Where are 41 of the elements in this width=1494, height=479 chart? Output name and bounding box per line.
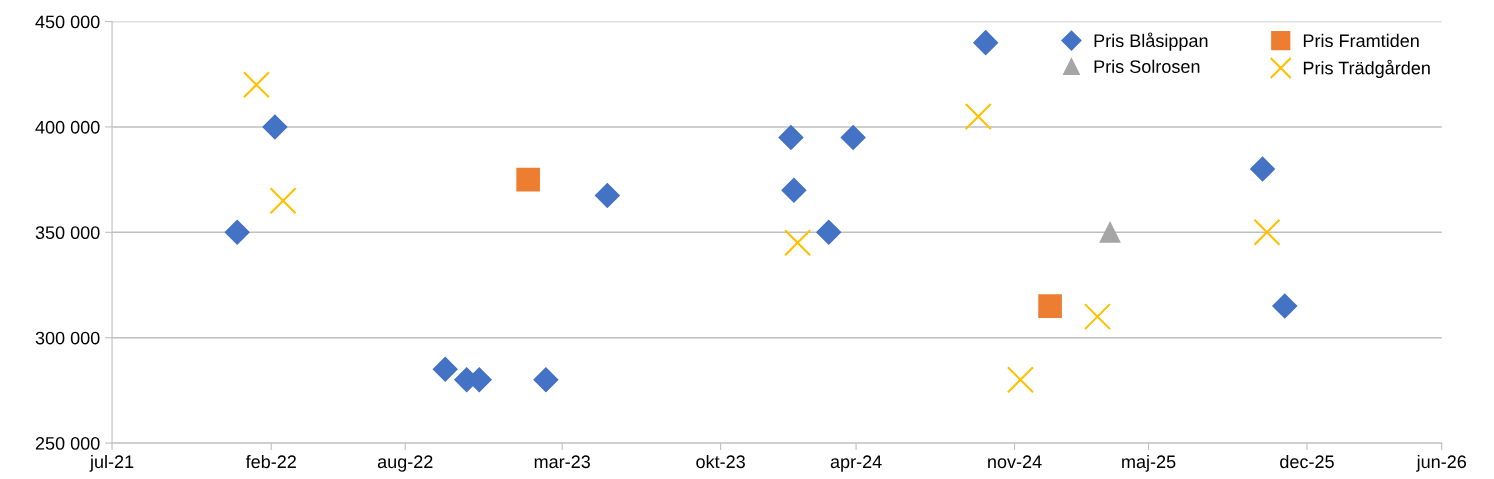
legend-label: Pris Solrosen <box>1094 59 1200 73</box>
point <box>1038 294 1062 318</box>
point <box>1006 366 1034 394</box>
x-tick-label: aug-22 <box>377 455 433 472</box>
point <box>781 177 807 203</box>
point <box>778 124 804 150</box>
x-tick-label: feb-22 <box>245 454 296 469</box>
point <box>533 367 559 393</box>
point <box>242 71 270 99</box>
point <box>432 356 458 382</box>
x-tick-label: dec-25 <box>1280 454 1334 469</box>
point <box>840 124 866 150</box>
y-tick-label: 400 000 <box>35 120 100 134</box>
point <box>1250 156 1276 182</box>
y-tick-label: 350 000 <box>35 226 100 240</box>
point <box>1272 293 1298 319</box>
y-tick-label: 300 000 <box>35 331 100 345</box>
x-tick-label: mar-23 <box>534 455 590 469</box>
point <box>1083 303 1111 331</box>
point <box>1253 218 1281 246</box>
x-tick-label: jun-26 <box>1416 454 1467 472</box>
point <box>784 229 812 257</box>
x-tick-label: maj-25 <box>1122 454 1176 472</box>
legend-label: Pris Framtiden <box>1303 33 1419 48</box>
x-tick-label: apr-24 <box>830 455 882 472</box>
y-tick-label: 250 000 <box>35 437 100 450</box>
point <box>516 167 540 192</box>
x-tick-label: okt-23 <box>696 454 745 469</box>
point <box>269 187 297 215</box>
legend-label: Pris Blåsippan <box>1094 32 1208 51</box>
point <box>262 114 288 140</box>
point <box>224 219 250 245</box>
point <box>964 102 992 130</box>
point <box>594 182 620 208</box>
legend-label: Pris Trädgården <box>1303 59 1430 79</box>
point <box>1099 221 1121 243</box>
point <box>816 219 842 245</box>
point <box>973 30 999 56</box>
x-tick-label: jul-21 <box>89 454 134 472</box>
x-tick-label: nov-24 <box>988 455 1042 469</box>
y-tick-label: 450 000 <box>35 15 100 29</box>
